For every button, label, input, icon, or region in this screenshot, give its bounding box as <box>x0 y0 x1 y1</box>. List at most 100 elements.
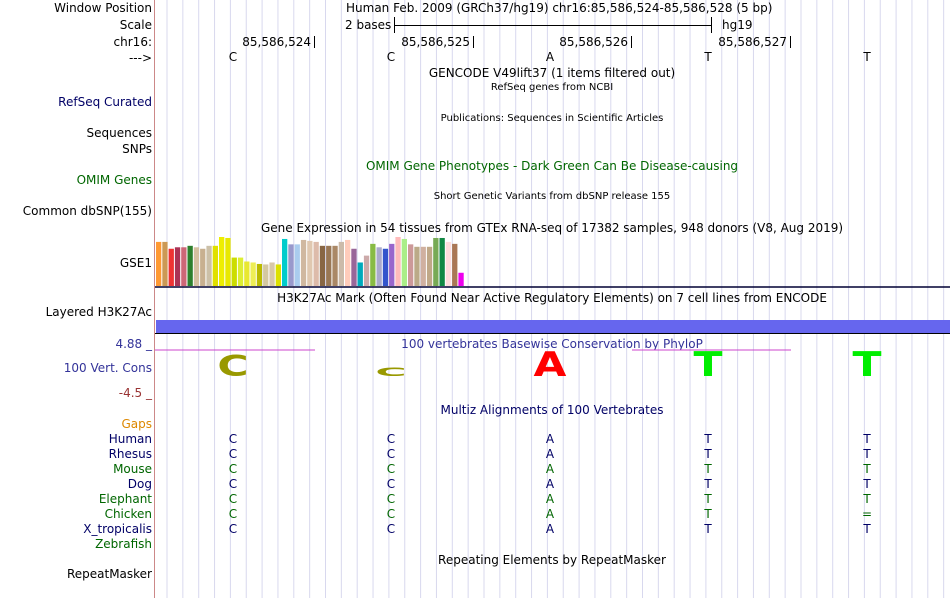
species-label[interactable]: Elephant <box>98 492 152 506</box>
gtex-tissue-bar <box>382 248 389 286</box>
alignment-base: T <box>863 477 871 491</box>
alignment-base: C <box>386 492 396 506</box>
gtex-tissue-bar <box>401 238 407 286</box>
gtex-tissue-bar <box>288 244 294 286</box>
phylop-track-label[interactable]: 100 Vert. Cons <box>63 361 152 375</box>
alignment-base: T <box>704 522 712 536</box>
gtex-tissue-bar <box>313 241 319 286</box>
gtex-tissue-bar <box>408 244 414 286</box>
alignment-base: A <box>545 522 555 536</box>
alignment-base: A <box>545 447 555 461</box>
gtex-tissue-bar <box>225 237 231 286</box>
reference-base: T <box>863 50 871 64</box>
gtex-tissue-bar <box>181 247 187 286</box>
gtex-tissue-bar <box>282 238 288 286</box>
gtex-tissue-bar <box>237 257 244 286</box>
alignment-base: C <box>228 522 238 536</box>
phylop-base-letter: T <box>694 345 724 385</box>
gtex-tissue-bar <box>300 239 307 286</box>
ruler-tick <box>631 36 632 48</box>
reference-base: T <box>704 50 712 64</box>
alignment-base: C <box>386 447 396 461</box>
sequences-label[interactable]: Sequences <box>86 126 152 140</box>
repeatmasker-label[interactable]: RepeatMasker <box>66 567 152 581</box>
species-label[interactable]: Human <box>108 432 152 446</box>
multiz-desc: Multiz Alignments of 100 Vertebrates <box>440 403 664 417</box>
species-label[interactable]: Zebrafish <box>95 537 152 551</box>
scale-db: hg19 <box>722 18 753 32</box>
gtex-tissue-bar <box>263 264 269 286</box>
gtex-tissue-bar <box>187 245 193 286</box>
alignment-base: T <box>704 462 712 476</box>
alignment-base: C <box>228 477 238 491</box>
h3k27ac-divider <box>155 333 950 334</box>
alignment-base: C <box>228 447 238 461</box>
gtex-tissue-bar <box>395 237 401 286</box>
gtex-tissue-bar <box>345 239 351 286</box>
scale-label: Scale <box>119 18 152 32</box>
alignment-base: C <box>386 507 396 521</box>
gtex-tissue-bar <box>275 264 281 286</box>
repeatmasker-desc: Repeating Elements by RepeatMasker <box>438 553 666 567</box>
alignment-base: T <box>863 462 871 476</box>
alignment-base: C <box>228 462 238 476</box>
snps-label[interactable]: SNPs <box>122 142 152 156</box>
layered-h3k27ac-label[interactable]: Layered H3K27Ac <box>45 305 152 319</box>
species-label[interactable]: Chicken <box>104 507 152 521</box>
species-label[interactable]: Mouse <box>113 462 152 476</box>
strand-label: ---> <box>128 51 152 65</box>
gtex-tissue-bar <box>389 243 395 286</box>
phylop-base-letter: C <box>375 366 406 379</box>
gtex-tissue-bar <box>376 247 382 286</box>
alignment-base: T <box>863 492 871 506</box>
phylop-base-letter: A <box>534 345 567 385</box>
reference-base: A <box>545 50 555 64</box>
alignment-base: A <box>545 492 555 506</box>
gtex-tissue-bar <box>332 245 338 286</box>
ruler-tick <box>473 36 474 48</box>
gse1-label[interactable]: GSE1 <box>119 256 152 270</box>
species-label[interactable]: Rhesus <box>108 447 152 461</box>
gtex-tissue-bar <box>357 262 363 286</box>
ruler-tick <box>790 36 791 48</box>
label-column-separator <box>154 0 155 598</box>
common-dbsnp-label[interactable]: Common dbSNP(155) <box>22 204 152 218</box>
gtex-tissue-bar <box>433 237 439 286</box>
gtex-tissue-bar <box>307 240 313 286</box>
gtex-tissue-bar <box>294 244 300 286</box>
alignment-base: A <box>545 432 555 446</box>
gencode-track-title[interactable]: GENCODE V49lift37 (1 items filtered out) <box>428 66 676 80</box>
gtex-tissue-bar <box>414 246 420 286</box>
gtex-tissue-bar <box>363 255 370 286</box>
alignment-base: A <box>545 507 555 521</box>
gtex-tissue-bar <box>351 248 357 286</box>
species-label[interactable]: X_tropicalis <box>83 522 152 536</box>
reference-base: C <box>228 50 238 64</box>
gtex-tissue-bar <box>174 247 181 286</box>
phylop-min-label: -4.5 _ <box>118 386 152 400</box>
reference-base: C <box>386 50 396 64</box>
alignment-base: T <box>863 447 871 461</box>
gtex-tissue-bar <box>250 262 256 286</box>
alignment-base: C <box>228 507 238 521</box>
refseq-curated-label[interactable]: RefSeq Curated <box>58 95 152 109</box>
publications-desc: Publications: Sequences in Scientific Ar… <box>440 113 664 124</box>
alignment-base: C <box>386 522 396 536</box>
gtex-tissue-bar <box>269 262 275 286</box>
alignment-base: A <box>545 462 555 476</box>
scale-bar <box>394 17 712 33</box>
species-label[interactable]: Dog <box>127 477 152 491</box>
gaps-label[interactable]: Gaps <box>121 417 152 431</box>
gtex-tissue-bar <box>168 248 174 286</box>
gtex-expression-chart[interactable] <box>155 237 950 288</box>
alignment-base: C <box>386 462 396 476</box>
omim-genes-label[interactable]: OMIM Genes <box>76 173 152 187</box>
ruler-position: 85,586,526 <box>559 35 628 49</box>
phylop-base-letter: C <box>217 349 248 383</box>
gtex-tissue-bar <box>162 241 168 286</box>
ruler-position: 85,586,527 <box>718 35 787 49</box>
alignment-base: T <box>863 522 871 536</box>
gtex-tissue-bar <box>452 243 458 286</box>
h3k27ac-signal[interactable] <box>156 320 950 333</box>
